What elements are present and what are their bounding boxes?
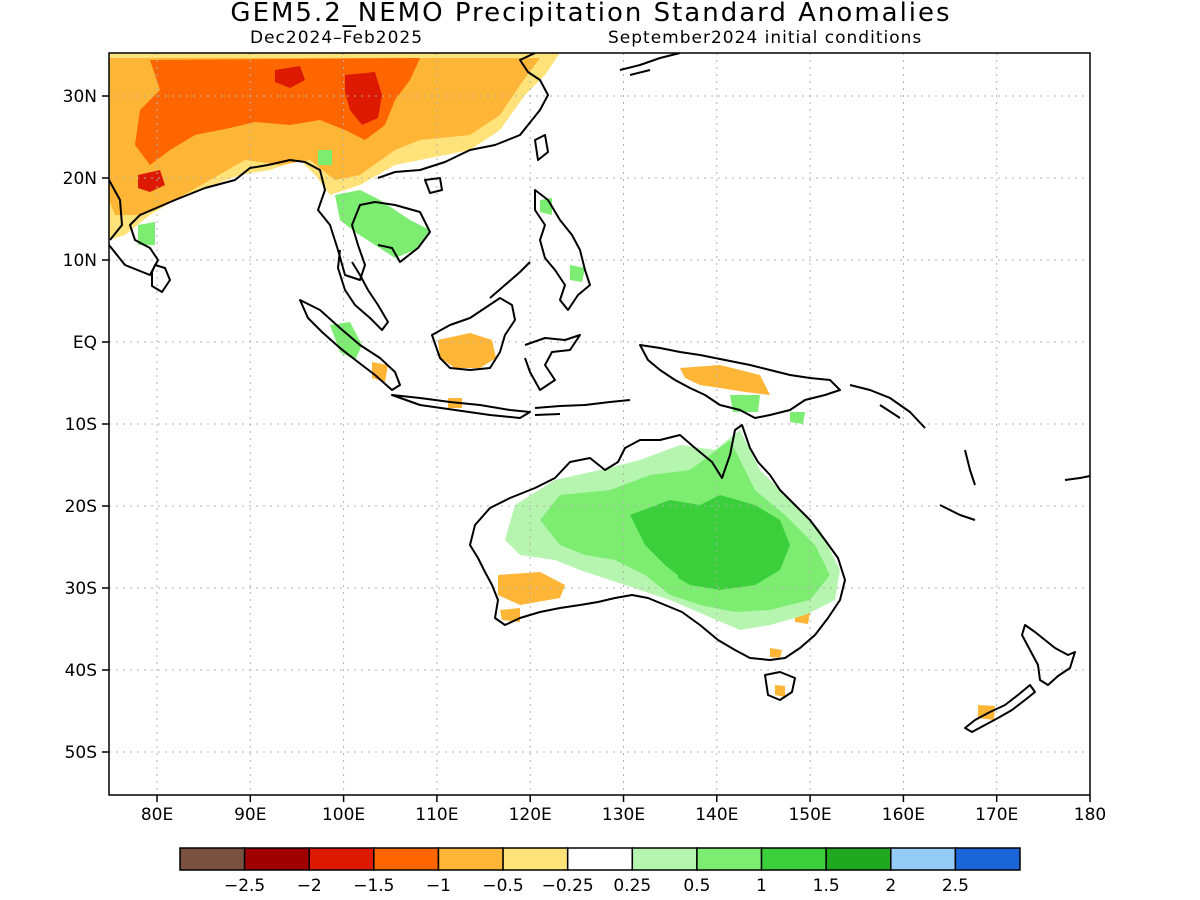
coastline-hainan (424, 177, 443, 194)
coastline-new-guinea (639, 344, 841, 419)
colorbar-swatch (760, 847, 827, 871)
colorbar: −2.5 −2 −1.5 −1 −0.5 −0.25 0.25 0.5 1 1.5 2 2.5 (179, 847, 1021, 896)
coastline-taiwan (534, 134, 549, 161)
colorbar-swatch (890, 847, 957, 871)
coastline-new-zealand-south (964, 684, 1036, 733)
coastline-solomons (849, 384, 926, 429)
lon-tick-label: 80E (141, 805, 173, 825)
lon-tick-label: 170E (975, 805, 1018, 825)
colorbar-swatch (566, 847, 634, 871)
coastline-tasmania (764, 671, 796, 701)
coastline-malay-peninsula (337, 249, 389, 331)
lat-tick-label: 20N (63, 169, 97, 189)
colorbar-label: 2 (885, 876, 896, 896)
colorbar-swatch (696, 847, 763, 871)
colorbar-label: 0.25 (613, 876, 651, 896)
colorbar-label: −2.5 (224, 876, 265, 896)
colorbar-label: −2 (297, 876, 322, 896)
colorbar-label: −0.25 (542, 876, 594, 896)
lon-tick-label: 90E (234, 805, 266, 825)
map-title: GEM5.2_NEMO Precipitation Standard Anoma… (230, 0, 952, 28)
lat-tick-label: 10S (65, 415, 97, 435)
colorbar-swatch (825, 847, 892, 871)
coastline-australia (469, 424, 846, 661)
colorbar-swatch (179, 847, 246, 871)
coastline-sri-lanka (151, 264, 171, 293)
dry-anomaly-india (138, 170, 165, 192)
colorbar-swatch (437, 847, 504, 871)
latitude-axis: 30N 20N 10N EQ 10S 20S 30S 40S 50S (63, 87, 109, 763)
wet-anomaly-australia-peak (678, 510, 748, 585)
lat-tick-label: 50S (65, 743, 97, 763)
forecast-period: Dec2024–Feb2025 (250, 28, 424, 48)
dry-anomaly-western-australia (498, 572, 565, 622)
colorbar-label: 0.5 (683, 876, 710, 896)
anomaly-shading (109, 53, 995, 720)
colorbar-swatch (243, 847, 310, 871)
colorbar-label: 1.5 (813, 876, 840, 896)
coastline-india (109, 159, 431, 281)
lat-tick-label: 30N (63, 87, 97, 107)
colorbar-label: 2.5 (942, 876, 969, 896)
lat-tick-label: 40S (65, 661, 97, 681)
dry-anomaly-borneo (438, 333, 496, 368)
dry-anomaly-asia-very (275, 66, 382, 125)
coastline-sulawesi (524, 334, 581, 391)
coastline-lesser-sunda (534, 399, 631, 416)
lon-tick-label: 140E (695, 805, 738, 825)
coastlines (109, 53, 1090, 733)
wet-anomaly-indochina (335, 190, 430, 258)
colorbar-label: −0.5 (482, 876, 523, 896)
dry-anomaly-new-guinea (680, 365, 770, 395)
lon-tick-label: 100E (322, 805, 365, 825)
colorbar-swatch (502, 847, 569, 871)
colorbar-swatch (631, 847, 698, 871)
lat-tick-label: 20S (65, 497, 97, 517)
lon-tick-label: 160E (882, 805, 925, 825)
initial-conditions: September2024 initial conditions (608, 28, 923, 48)
wet-anomaly-australia-strong (630, 495, 790, 590)
coastline-borneo (431, 297, 516, 371)
colorbar-swatch (308, 847, 375, 871)
longitude-axis: 80E 90E 100E 110E 120E 130E 140E 150E 160E 170E 18… (141, 795, 1106, 825)
colorbar-swatch (373, 847, 440, 871)
map-area (109, 53, 1090, 795)
coastline-new-zealand-north (1021, 624, 1076, 686)
coastline-philippines (489, 189, 591, 311)
colorbar-label: −1 (426, 876, 451, 896)
coastline-china (377, 53, 549, 179)
wet-anomaly-small-patches (138, 150, 805, 424)
lat-tick-label: 10N (63, 251, 97, 271)
lat-tick-label: EQ (73, 333, 97, 353)
colorbar-swatch (954, 847, 1021, 871)
coastline-japan (619, 53, 681, 76)
colorbar-label: −1.5 (353, 876, 394, 896)
coastline-java (391, 394, 531, 419)
coastline-sumatra (299, 299, 401, 391)
graticule (109, 53, 1090, 795)
lon-tick-label: 120E (509, 805, 552, 825)
lon-tick-label: 150E (788, 805, 831, 825)
lon-tick-label: 110E (415, 805, 458, 825)
coastline-fiji-vanuatu (939, 449, 1090, 521)
lon-tick-label: 130E (602, 805, 645, 825)
lon-tick-label: 180 (1074, 805, 1106, 825)
lat-tick-label: 30S (65, 579, 97, 599)
colorbar-label: 1 (756, 876, 767, 896)
